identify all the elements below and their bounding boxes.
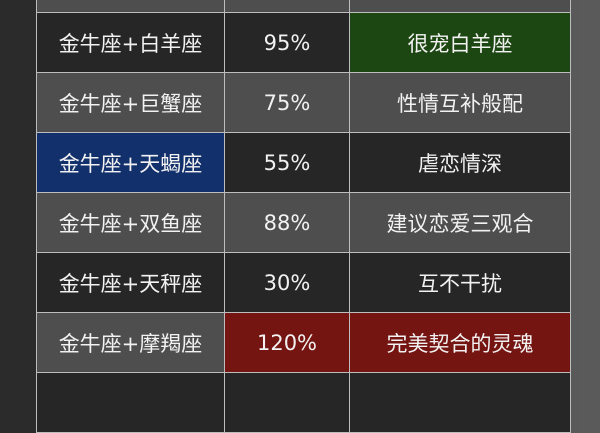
comment-cell: 互不干扰 bbox=[349, 252, 571, 313]
table-row: 金牛座+巨蟹座 75% 性情互补般配 bbox=[36, 72, 571, 133]
pair-cell: 金牛座+巨蟹座 bbox=[36, 72, 225, 133]
percent-cell: 88% bbox=[224, 192, 350, 253]
table-row-partial-bottom bbox=[36, 372, 571, 433]
pair-cell: 金牛座+双鱼座 bbox=[36, 192, 225, 253]
table-row: 金牛座+天蝎座 55% 虐恋情深 bbox=[36, 132, 571, 193]
comment-cell: 虐恋情深 bbox=[349, 132, 571, 193]
pair-cell: 金牛座+天秤座 bbox=[36, 252, 225, 313]
pair-cell: 金牛座+白羊座 bbox=[36, 12, 225, 73]
percent-cell: 55% bbox=[224, 132, 350, 193]
table-row: 金牛座+摩羯座 120% 完美契合的灵魂 bbox=[36, 312, 571, 373]
comment-cell: 完美契合的灵魂 bbox=[349, 312, 571, 373]
percent-cell: 75% bbox=[224, 72, 350, 133]
table-row: 金牛座+白羊座 95% 很宠白羊座 bbox=[36, 12, 571, 73]
percent-cell: 120% bbox=[224, 312, 350, 373]
table-row-partial-top bbox=[36, 0, 571, 13]
percent-cell: 30% bbox=[224, 252, 350, 313]
comment-cell: 性情互补般配 bbox=[349, 72, 571, 133]
pair-cell: 金牛座+摩羯座 bbox=[36, 312, 225, 373]
percent-cell: 95% bbox=[224, 12, 350, 73]
pair-cell: 金牛座+天蝎座 bbox=[36, 132, 225, 193]
comment-cell: 建议恋爱三观合 bbox=[349, 192, 571, 253]
compatibility-table: 金牛座+白羊座 95% 很宠白羊座 金牛座+巨蟹座 75% 性情互补般配 金牛座+天蝎座… bbox=[36, 0, 571, 433]
table-row: 金牛座+双鱼座 88% 建议恋爱三观合 bbox=[36, 192, 571, 253]
comment-cell: 很宠白羊座 bbox=[349, 12, 571, 73]
table-row: 金牛座+天秤座 30% 互不干扰 bbox=[36, 252, 571, 313]
